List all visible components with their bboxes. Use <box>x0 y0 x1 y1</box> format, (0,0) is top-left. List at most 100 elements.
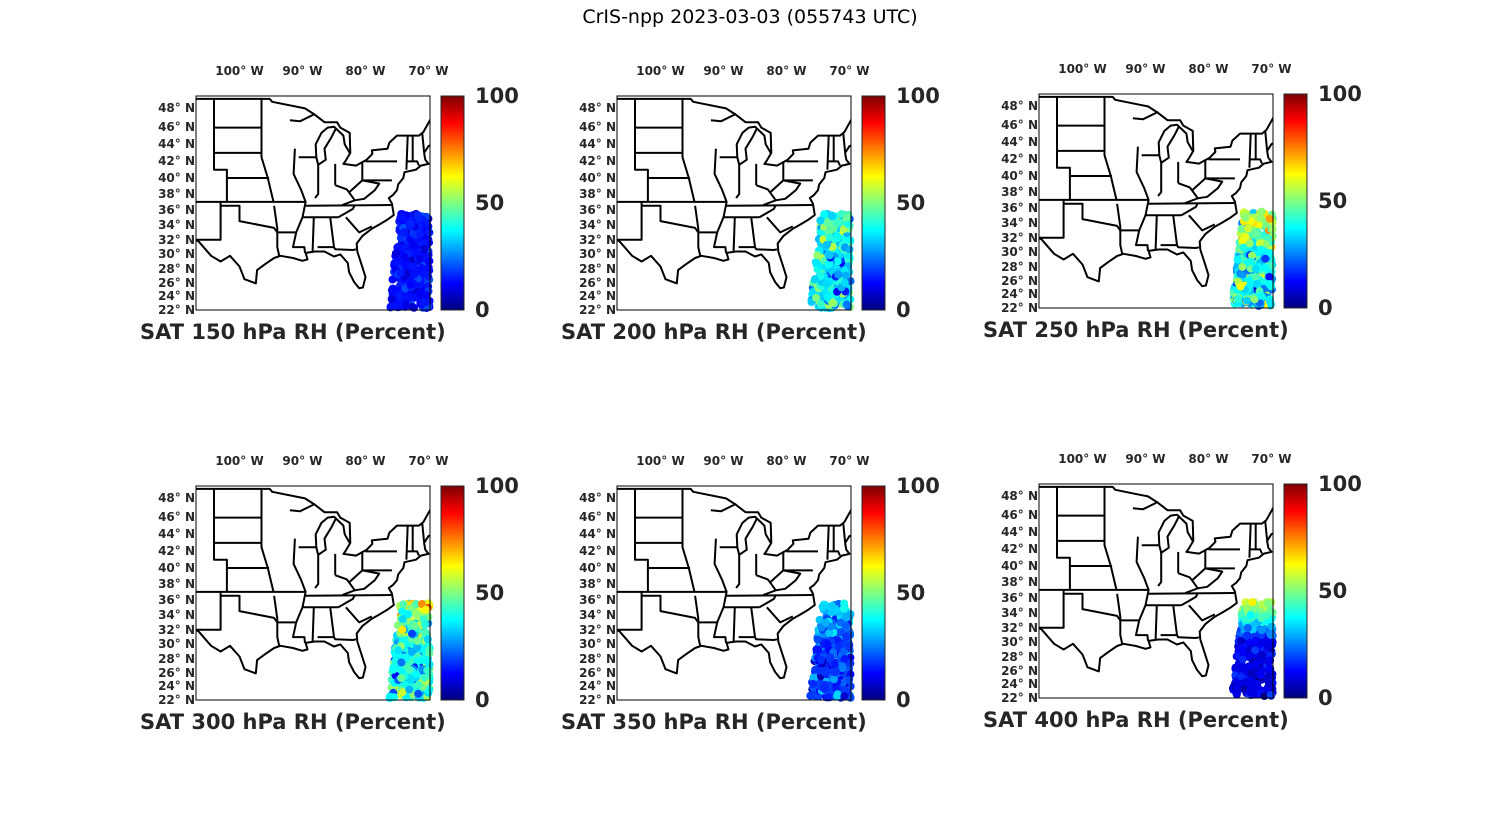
lat-tick-label: 30° N <box>158 247 195 262</box>
rh-observation <box>413 637 422 645</box>
lat-tick-label: 36° N <box>579 202 616 217</box>
map-panel-4: 100° W 90° W 80° W 70° W 48° N 46° N 44° N 42° … <box>140 450 580 750</box>
rh-observation <box>398 625 407 634</box>
rh-observation <box>843 213 852 222</box>
rh-observation <box>1241 677 1250 686</box>
boundary-line <box>1154 215 1158 250</box>
lat-tick-label: 32° N <box>1001 230 1038 245</box>
boundary-line <box>738 217 756 249</box>
panel-title: SAT 200 hPa RH (Percent) <box>561 320 867 344</box>
rh-observation <box>825 251 834 260</box>
boundary-line <box>1103 96 1118 201</box>
boundary-line <box>354 179 381 202</box>
lon-tick-label: 80° W <box>345 454 386 468</box>
lat-tick-label: 38° N <box>579 577 616 592</box>
rh-observation <box>398 213 407 222</box>
boundary-line <box>406 550 420 557</box>
rh-observation <box>1251 272 1260 281</box>
boundary-line <box>337 204 356 219</box>
lon-tick-label: 100° W <box>1058 452 1107 466</box>
lat-tick-label: 42° N <box>579 544 616 559</box>
lat-tick-label: 46° N <box>579 509 616 524</box>
lat-tick-label: 26° N <box>158 665 195 680</box>
rh-observation <box>1253 279 1261 288</box>
boundary-line <box>1197 177 1224 200</box>
rh-observation <box>841 271 850 280</box>
lat-tick-label: 22° N <box>579 693 616 707</box>
rh-observation <box>833 691 842 700</box>
boundary-line <box>196 534 430 680</box>
lat-tick-label: 36° N <box>158 202 195 217</box>
rh-observation <box>397 674 406 682</box>
lon-tick-label: 70° W <box>829 454 870 468</box>
boundary-line <box>735 163 741 199</box>
rh-observation <box>420 673 429 682</box>
rh-observation <box>1232 690 1241 699</box>
boundary-line <box>641 204 718 234</box>
map-frame <box>1038 93 1274 309</box>
lat-tick-label: 28° N <box>158 261 195 276</box>
rh-observation <box>394 646 403 655</box>
lon-tick-label: 90° W <box>1125 452 1166 466</box>
rh-observation <box>1258 651 1267 659</box>
lat-tick-label: 32° N <box>158 622 195 637</box>
boundary-line <box>1135 146 1150 252</box>
rh-observation <box>822 280 831 288</box>
rh-observation <box>842 613 851 622</box>
state-boundaries <box>617 97 851 290</box>
rh-observation <box>400 252 409 261</box>
rh-observation <box>1257 207 1266 216</box>
boundary-line <box>827 550 841 557</box>
lat-tick-label: 44° N <box>1001 135 1038 150</box>
lat-tick-label: 26° N <box>579 275 616 290</box>
rh-observation <box>1238 270 1247 279</box>
boundary-line <box>732 217 736 252</box>
boundary-line <box>726 204 813 207</box>
map-panel-3: 100° W 90° W 80° W 70° W 48° N 46° N 44° N 42° … <box>983 58 1423 358</box>
colorbar-tick-label: 50 <box>896 581 926 605</box>
lat-tick-label: 34° N <box>579 217 616 232</box>
lat-tick-label: 46° N <box>158 119 195 134</box>
rh-observation <box>1243 624 1252 632</box>
lat-tick-label: 42° N <box>1001 152 1038 167</box>
lon-tick-label: 90° W <box>703 454 744 468</box>
boundary-line <box>1177 177 1206 192</box>
rh-observation <box>829 224 838 233</box>
boundary-line <box>1249 158 1263 165</box>
rh-observation <box>1256 291 1265 300</box>
boundary-line <box>827 160 841 167</box>
boundary-line <box>732 607 736 642</box>
rh-observation <box>402 300 411 309</box>
rh-observation <box>806 691 815 700</box>
colorbar-tick-label: 0 <box>896 688 911 712</box>
map-panel-2: 100° W 90° W 80° W 70° W 48° N 46° N 44° N 42° … <box>561 60 1001 360</box>
boundary-line <box>641 594 718 624</box>
rh-observation <box>408 629 416 638</box>
lat-tick-label: 48° N <box>1001 489 1038 504</box>
lat-tick-label: 48° N <box>158 491 195 506</box>
colorbar <box>1283 483 1308 699</box>
rh-observation <box>1265 214 1274 223</box>
boundary-line <box>314 553 320 589</box>
rh-observation <box>810 275 819 284</box>
boundary-line <box>421 522 426 543</box>
boundary-line <box>1177 567 1206 582</box>
rh-observation <box>842 300 851 309</box>
rh-swath <box>1229 207 1277 310</box>
colorbar-tick-label: 50 <box>1318 189 1348 213</box>
rh-observation <box>1242 631 1251 640</box>
map-canvas <box>616 95 886 312</box>
rh-observation <box>414 680 423 689</box>
rh-observation <box>410 621 419 630</box>
boundary-line <box>220 594 297 624</box>
rh-observation <box>1247 669 1256 678</box>
lat-tick-label: 40° N <box>1001 168 1038 183</box>
rh-observation <box>423 666 432 675</box>
boundary-line <box>1103 486 1118 591</box>
boundary-line <box>213 488 228 592</box>
boundary-line <box>617 201 643 241</box>
rh-swath <box>1228 598 1277 700</box>
rh-observation <box>1252 264 1260 273</box>
boundary-line <box>260 98 275 203</box>
boundary-line <box>196 201 222 241</box>
